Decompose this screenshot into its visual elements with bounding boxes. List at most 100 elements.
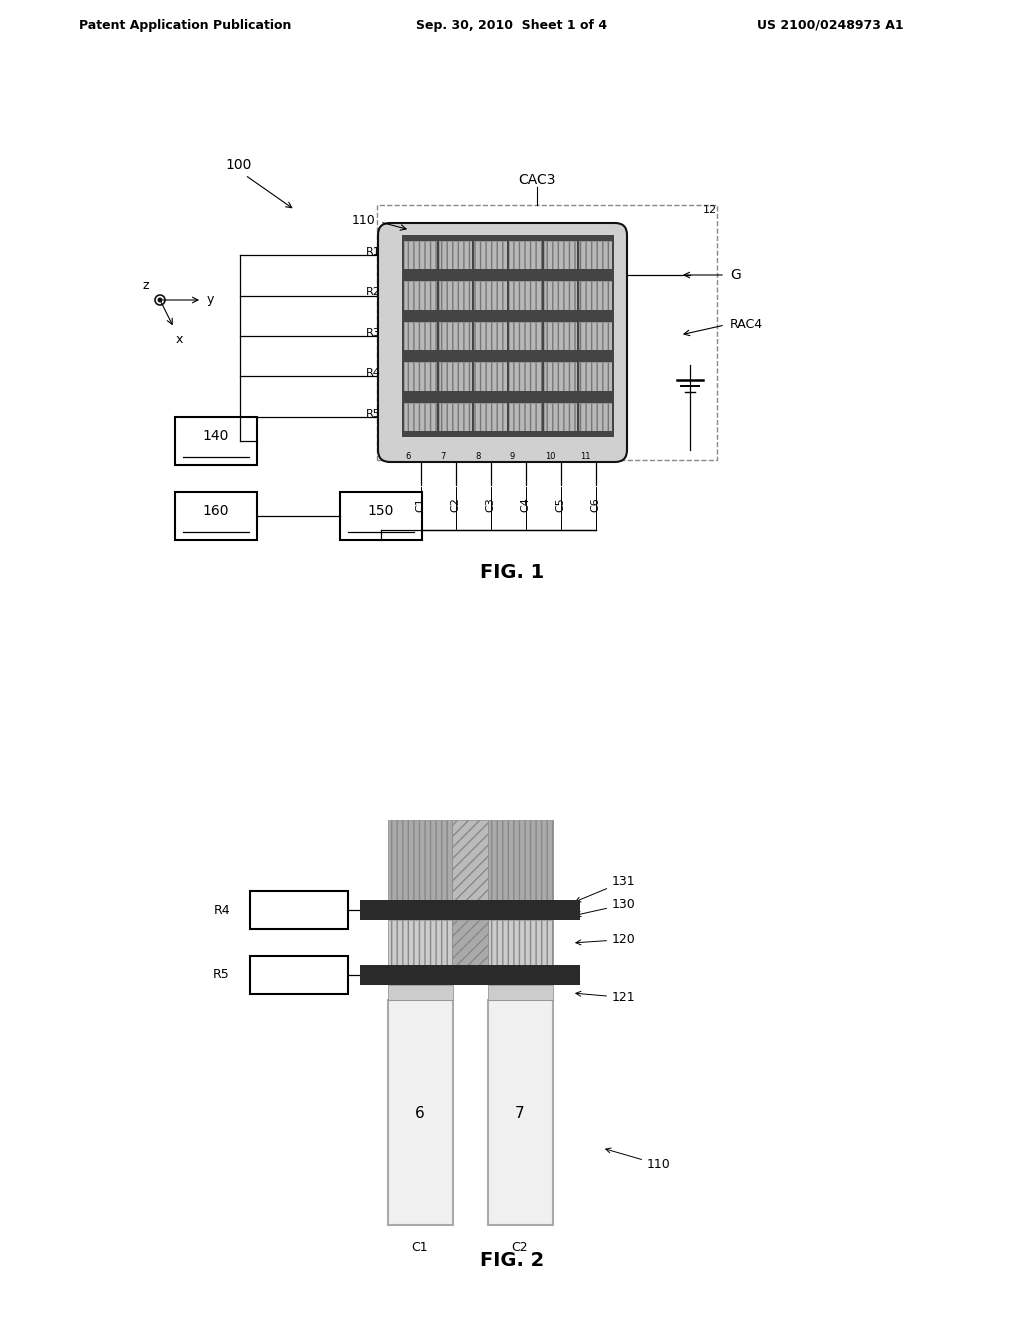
Text: 140: 140: [203, 429, 229, 444]
Text: 6: 6: [406, 451, 411, 461]
Bar: [403, 350, 613, 356]
Bar: [388, 1001, 453, 1225]
Text: C2: C2: [512, 1241, 528, 1254]
Circle shape: [158, 298, 162, 302]
Bar: [439, 403, 472, 430]
Bar: [403, 356, 613, 362]
Bar: [250, 956, 348, 994]
Bar: [579, 322, 612, 350]
Text: 12: 12: [702, 205, 717, 215]
Bar: [403, 430, 613, 437]
Text: CAC3: CAC3: [518, 173, 556, 187]
Text: R1: R1: [367, 247, 381, 257]
Bar: [509, 281, 542, 310]
Bar: [250, 891, 348, 929]
Bar: [403, 315, 613, 322]
Text: 1: 1: [406, 255, 412, 264]
Text: Sep. 30, 2010  Sheet 1 of 4: Sep. 30, 2010 Sheet 1 of 4: [417, 18, 607, 32]
Text: 9: 9: [510, 451, 515, 461]
Text: R5: R5: [213, 969, 230, 982]
Text: 121: 121: [575, 991, 636, 1005]
Bar: [474, 281, 507, 310]
Text: x: x: [176, 333, 183, 346]
Text: 5: 5: [294, 968, 304, 982]
Text: 100: 100: [225, 158, 251, 172]
Bar: [439, 362, 472, 391]
Bar: [474, 322, 507, 350]
Bar: [402, 235, 404, 437]
Bar: [612, 235, 614, 437]
Text: z: z: [142, 279, 150, 292]
Bar: [404, 242, 437, 269]
Text: US 2100/0248973 A1: US 2100/0248973 A1: [757, 18, 903, 32]
Text: 150: 150: [368, 504, 394, 517]
Text: Patent Application Publication: Patent Application Publication: [79, 18, 291, 32]
Bar: [509, 362, 542, 391]
Bar: [509, 242, 542, 269]
Text: 110: 110: [351, 214, 375, 227]
Text: C4: C4: [520, 498, 530, 512]
Bar: [474, 242, 507, 269]
Text: 2: 2: [406, 296, 412, 304]
Bar: [340, 492, 422, 540]
Bar: [404, 322, 437, 350]
Bar: [488, 820, 553, 900]
Text: 10: 10: [545, 451, 555, 461]
Text: C3: C3: [485, 498, 496, 512]
Bar: [439, 281, 472, 310]
Bar: [577, 235, 579, 437]
Bar: [488, 985, 553, 1001]
Bar: [403, 276, 613, 281]
Text: R3: R3: [367, 327, 381, 338]
Bar: [439, 242, 472, 269]
Bar: [452, 820, 488, 900]
FancyBboxPatch shape: [378, 223, 627, 462]
Text: C2: C2: [451, 498, 461, 512]
Bar: [403, 391, 613, 396]
Text: 7: 7: [515, 1106, 525, 1121]
Text: R4: R4: [367, 368, 381, 378]
Text: 7: 7: [440, 451, 445, 461]
Text: 4: 4: [294, 903, 304, 917]
Bar: [544, 322, 577, 350]
Text: C5: C5: [555, 498, 565, 512]
Bar: [542, 235, 544, 437]
Text: 11: 11: [580, 451, 591, 461]
Bar: [452, 920, 488, 965]
Bar: [579, 403, 612, 430]
Bar: [509, 322, 542, 350]
Bar: [404, 403, 437, 430]
Bar: [403, 269, 613, 276]
Text: 160: 160: [203, 504, 229, 517]
Text: C6: C6: [591, 498, 600, 512]
Text: 131: 131: [575, 875, 636, 902]
Bar: [403, 235, 613, 242]
Bar: [579, 242, 612, 269]
Bar: [544, 281, 577, 310]
Bar: [175, 417, 257, 465]
Bar: [507, 235, 509, 437]
Bar: [474, 403, 507, 430]
Bar: [579, 281, 612, 310]
Bar: [474, 362, 507, 391]
Text: 8: 8: [475, 451, 480, 461]
Text: 5: 5: [406, 416, 412, 425]
Bar: [403, 310, 613, 315]
Text: 6: 6: [415, 1106, 425, 1121]
Bar: [544, 242, 577, 269]
Bar: [388, 985, 453, 1001]
Bar: [544, 362, 577, 391]
Text: FIG. 1: FIG. 1: [480, 562, 544, 582]
Text: 120: 120: [575, 933, 636, 946]
Bar: [488, 920, 553, 965]
Bar: [488, 1001, 553, 1225]
Text: 4: 4: [406, 376, 412, 385]
Bar: [360, 900, 580, 920]
Bar: [360, 965, 580, 985]
Text: R4: R4: [213, 903, 230, 916]
Bar: [544, 403, 577, 430]
Text: C1: C1: [416, 498, 426, 512]
Text: 130: 130: [575, 898, 636, 916]
Bar: [388, 820, 453, 900]
Text: FIG. 2: FIG. 2: [480, 1250, 544, 1270]
